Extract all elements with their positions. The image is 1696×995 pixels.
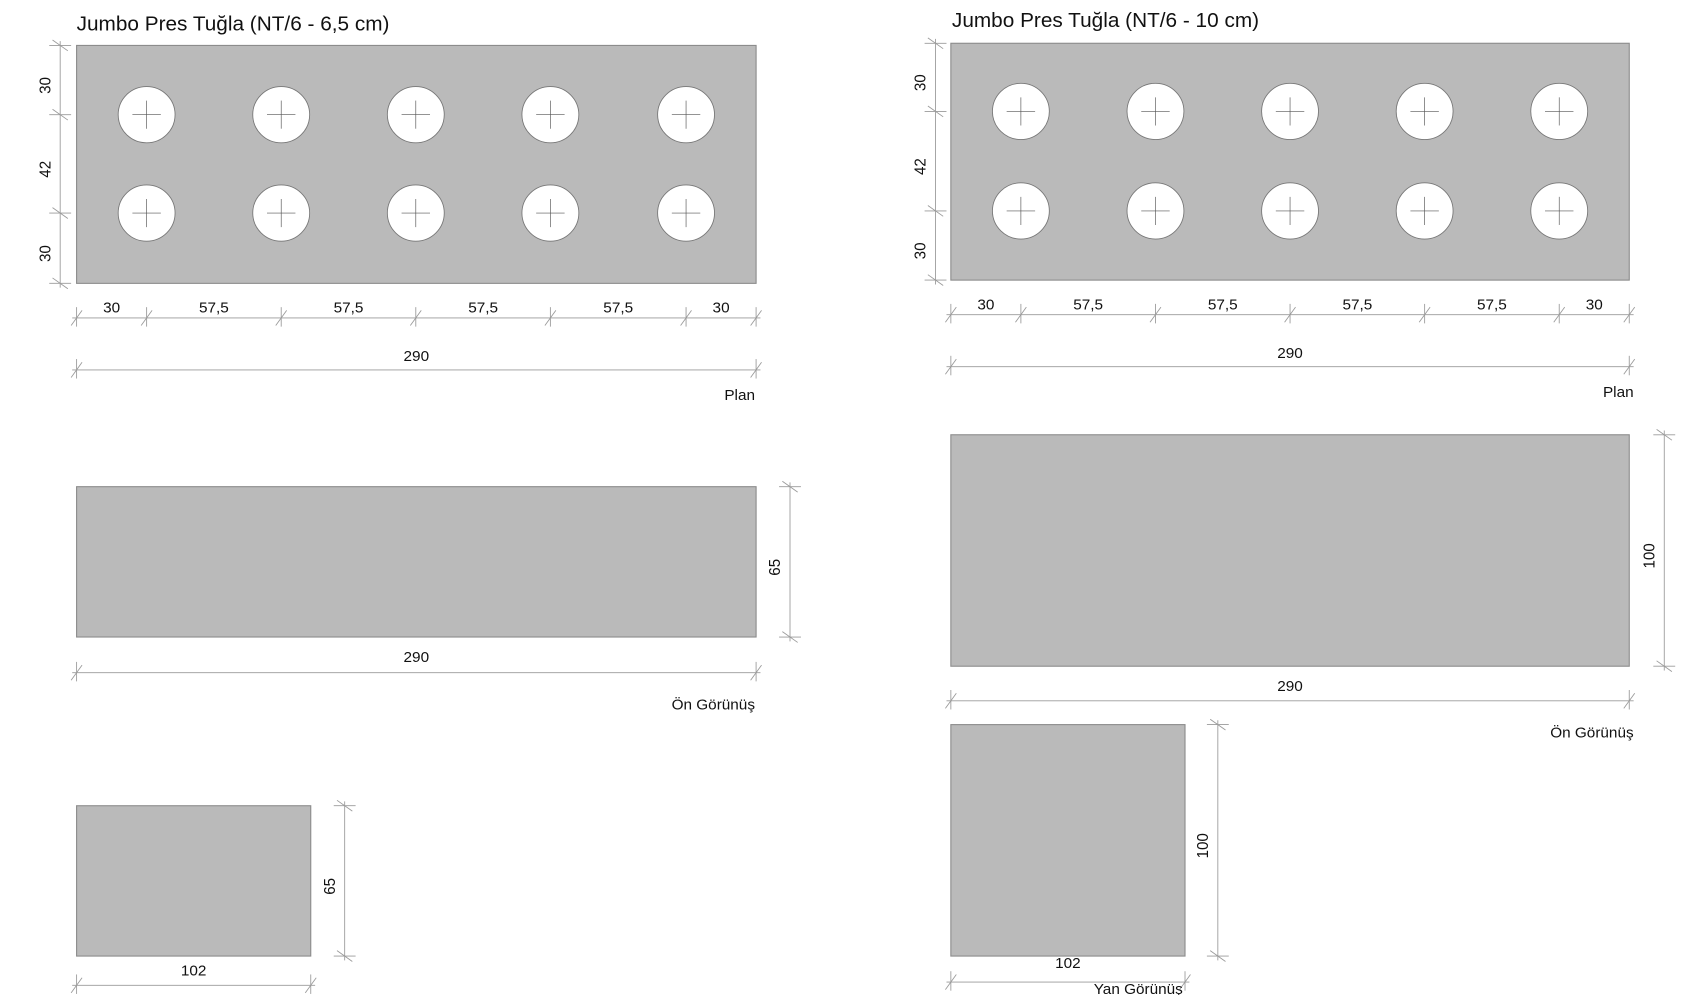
dimension-tick bbox=[1623, 358, 1636, 375]
dimension-label: 42 bbox=[913, 158, 930, 175]
dimension-label: 30 bbox=[1586, 296, 1603, 313]
view-label: Yan Görünüş bbox=[1094, 981, 1183, 995]
side-view bbox=[945, 718, 1229, 991]
dimension-tick bbox=[750, 664, 762, 681]
brick-plan bbox=[950, 42, 1630, 281]
dimension-tick bbox=[1179, 974, 1191, 990]
view-label: Plan bbox=[1603, 384, 1634, 401]
dimension-tick bbox=[70, 362, 83, 378]
dimension-tick bbox=[140, 310, 153, 326]
dimension-tick bbox=[52, 277, 69, 290]
plan-view bbox=[49, 39, 762, 379]
dimension-tick bbox=[782, 631, 798, 643]
view-label: Plan bbox=[724, 387, 755, 404]
dimension-tick bbox=[409, 310, 422, 326]
dimension-label: 30 bbox=[913, 74, 930, 91]
dimension-tick bbox=[680, 310, 692, 326]
dimension-label: 57,5 bbox=[468, 300, 498, 317]
dimension-tick bbox=[52, 108, 69, 121]
dimension-tick bbox=[927, 205, 944, 217]
dimension-tick bbox=[927, 105, 944, 118]
dimension-tick bbox=[927, 274, 944, 286]
dimension-tick bbox=[1209, 950, 1226, 962]
view-label: Ön Görünüş bbox=[1550, 724, 1634, 742]
dimension-label: 102 bbox=[181, 963, 207, 980]
side-view bbox=[70, 799, 356, 994]
dimension-label: 30 bbox=[913, 242, 930, 259]
dimension-label: 57,5 bbox=[1073, 296, 1103, 313]
dimension-tick bbox=[1656, 660, 1673, 672]
dimension-label: 65 bbox=[322, 878, 339, 895]
dimension-tick bbox=[945, 306, 957, 323]
dimension-label: 290 bbox=[1277, 345, 1303, 362]
dimension-tick bbox=[750, 310, 762, 326]
dimension-label: 30 bbox=[713, 300, 730, 317]
dimension-tick bbox=[782, 480, 798, 493]
dimension-tick bbox=[1284, 306, 1296, 323]
dimension-label: 65 bbox=[767, 559, 784, 576]
dimension-label: 290 bbox=[1277, 678, 1303, 695]
front-view bbox=[70, 480, 801, 682]
dimension-tick bbox=[1656, 429, 1673, 441]
front-view bbox=[945, 429, 1676, 710]
dimension-tick bbox=[1149, 306, 1162, 323]
dimension-tick bbox=[1553, 306, 1566, 323]
dimension-label: 57,5 bbox=[603, 300, 633, 317]
dimension-label: 42 bbox=[37, 161, 54, 178]
dimension-tick bbox=[1623, 306, 1636, 323]
drawing-title: Jumbo Pres Tuğla (NT/6 - 10 cm) bbox=[952, 9, 1259, 32]
dimension-tick bbox=[1623, 693, 1636, 709]
dimension-label: 30 bbox=[37, 245, 54, 262]
brick-side bbox=[76, 805, 312, 957]
dimension-tick bbox=[336, 799, 353, 812]
dimension-tick bbox=[1209, 718, 1226, 731]
dimension-label: 30 bbox=[103, 300, 120, 317]
brick-plan bbox=[76, 44, 757, 284]
dimension-tick bbox=[927, 37, 944, 50]
plan-view bbox=[924, 37, 1636, 376]
brick-front bbox=[76, 486, 757, 638]
dimension-tick bbox=[304, 977, 317, 994]
dimension-tick bbox=[52, 39, 69, 52]
dimension-label: 290 bbox=[404, 649, 430, 666]
dimension-tick bbox=[70, 977, 83, 994]
dimension-tick bbox=[750, 362, 762, 378]
dimension-label: 57,5 bbox=[1208, 296, 1238, 313]
dimension-label: 100 bbox=[1195, 833, 1212, 858]
drawing-sheet-1 bbox=[49, 39, 801, 994]
dimension-label: 30 bbox=[37, 77, 54, 94]
dimension-label: 57,5 bbox=[1477, 296, 1507, 313]
brick-side bbox=[950, 724, 1186, 957]
dimension-label: 57,5 bbox=[1342, 296, 1372, 313]
dimension-tick bbox=[945, 693, 957, 709]
dimension-tick bbox=[945, 974, 957, 990]
dimension-tick bbox=[945, 358, 957, 375]
dimension-label: 57,5 bbox=[199, 300, 229, 317]
dimension-tick bbox=[275, 310, 288, 326]
dimension-tick bbox=[70, 664, 83, 681]
dimension-label: 57,5 bbox=[334, 300, 364, 317]
dimension-tick bbox=[1015, 306, 1027, 323]
dimension-label: 102 bbox=[1055, 955, 1081, 972]
dimension-label: 100 bbox=[1641, 543, 1658, 568]
drawing-sheet-2 bbox=[924, 37, 1676, 991]
brick-front bbox=[950, 434, 1630, 667]
dimension-label: 30 bbox=[977, 296, 994, 313]
dimension-tick bbox=[1418, 306, 1431, 323]
dimension-tick bbox=[52, 207, 69, 219]
dimension-tick bbox=[70, 310, 83, 326]
dimension-label: 290 bbox=[404, 348, 430, 365]
dimension-tick bbox=[336, 950, 353, 962]
dimension-tick bbox=[544, 310, 557, 326]
view-label: Ön Görünüş bbox=[672, 696, 756, 714]
drawing-title: Jumbo Pres Tuğla (NT/6 - 6,5 cm) bbox=[77, 12, 390, 35]
